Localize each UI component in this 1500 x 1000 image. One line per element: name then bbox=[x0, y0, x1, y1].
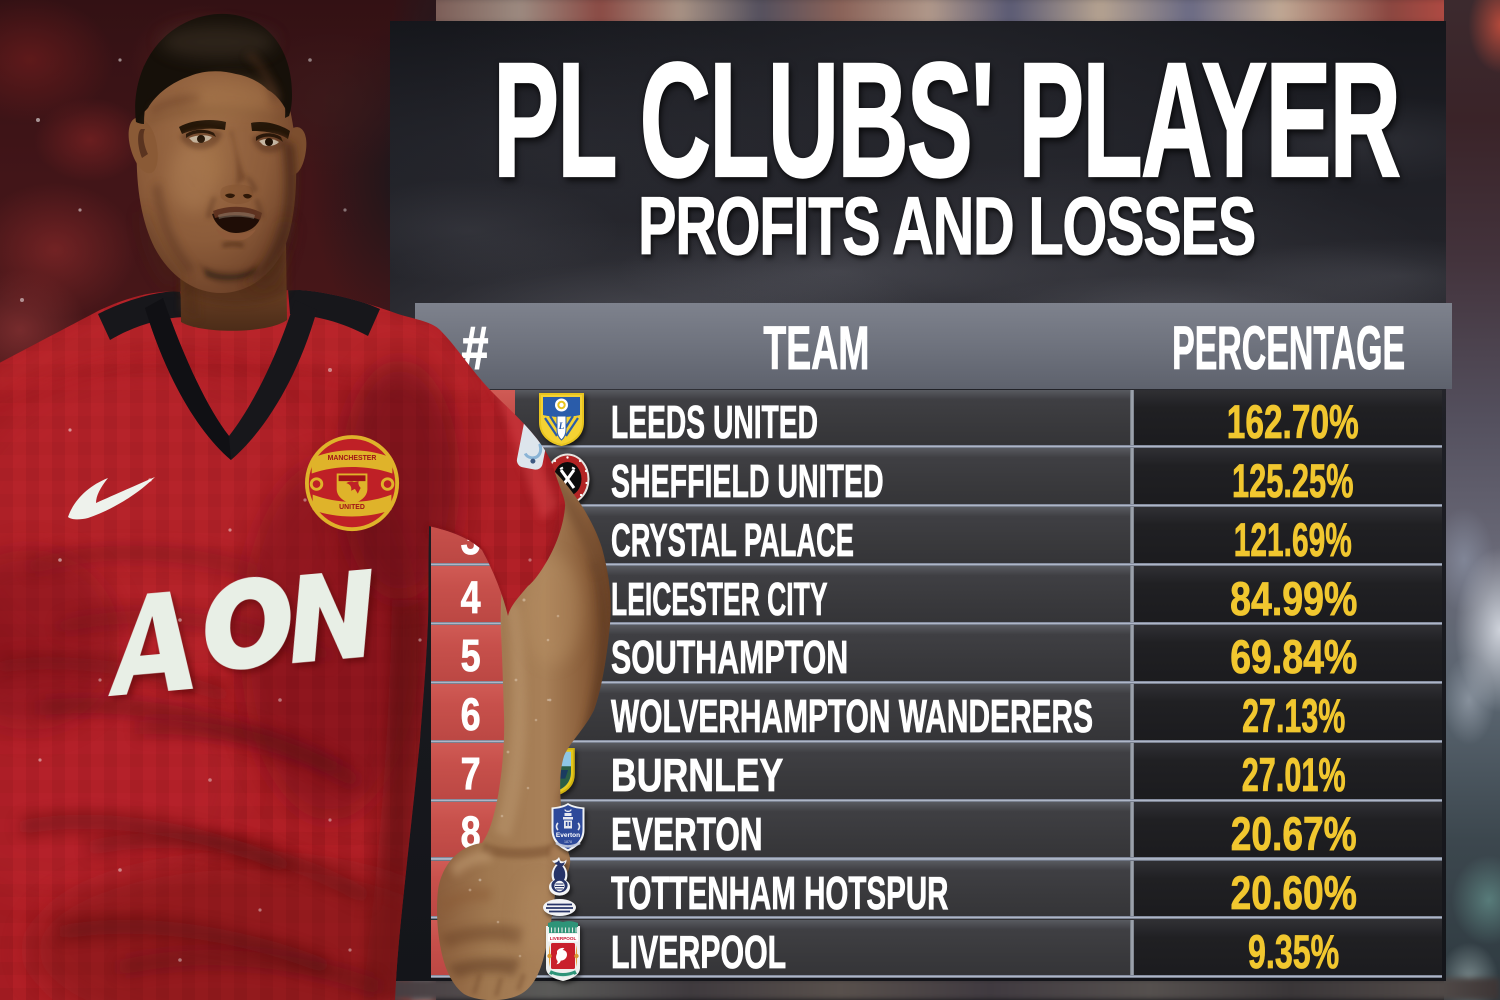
svg-text:Everton: Everton bbox=[556, 832, 580, 839]
svg-text:UNITED: UNITED bbox=[339, 504, 365, 511]
svg-text:LIVERPOOL: LIVERPOOL bbox=[550, 936, 577, 941]
svg-text:1878: 1878 bbox=[564, 840, 572, 844]
svg-text:MANCHESTER: MANCHESTER bbox=[328, 455, 377, 462]
svg-text:L: L bbox=[558, 421, 565, 431]
